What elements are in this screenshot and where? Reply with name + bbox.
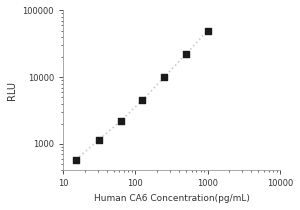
Point bbox=[184, 53, 188, 56]
X-axis label: Human CA6 Concentration(pg/mL): Human CA6 Concentration(pg/mL) bbox=[94, 194, 249, 203]
Point bbox=[205, 29, 210, 32]
Point bbox=[140, 99, 145, 102]
Point bbox=[74, 158, 78, 161]
Point bbox=[96, 138, 101, 142]
Point bbox=[118, 119, 123, 123]
Point bbox=[162, 76, 167, 79]
Y-axis label: RLU: RLU bbox=[7, 81, 17, 100]
